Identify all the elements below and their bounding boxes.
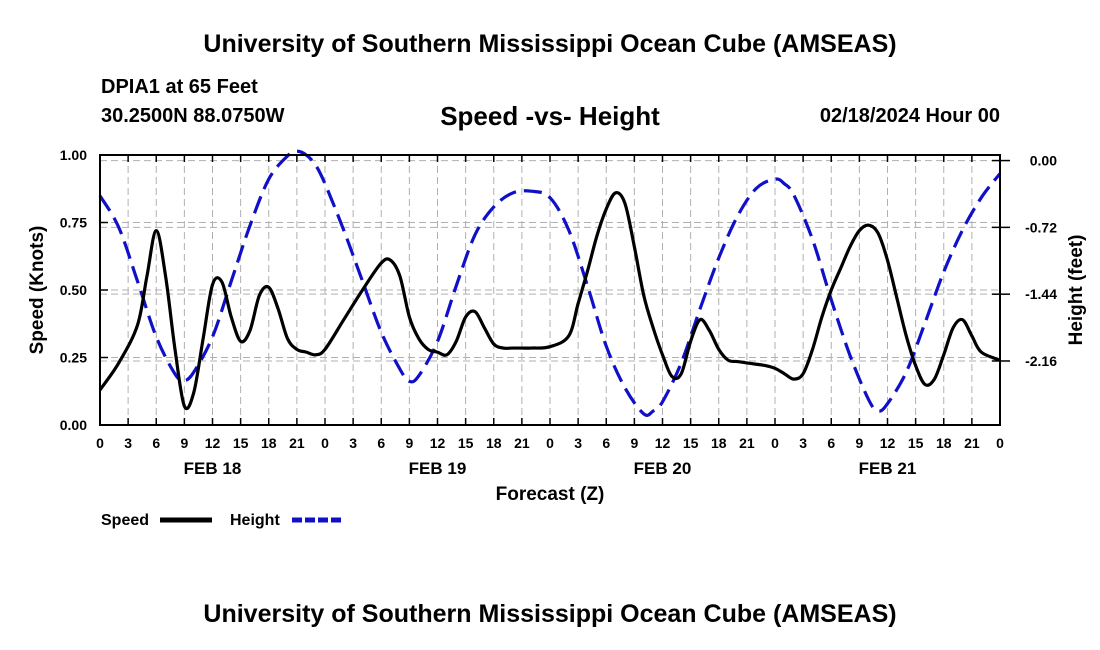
day-label: FEB 19 <box>409 459 467 478</box>
x-tick-label: 18 <box>486 435 502 451</box>
chart-subtitle: Speed -vs- Height <box>440 101 660 131</box>
right-y-axis-ticks: 0.00 -0.72 -1.44 -2.16 <box>992 153 1057 369</box>
right-y-tick-label: -1.44 <box>1025 286 1057 302</box>
day-label: FEB 18 <box>184 459 242 478</box>
x-tick-label: 15 <box>683 435 699 451</box>
x-tick-label: 12 <box>655 435 671 451</box>
right-y-tick-label: -2.16 <box>1025 353 1057 369</box>
x-tick-label: 12 <box>205 435 221 451</box>
x-tick-label: 21 <box>514 435 530 451</box>
x-tick-label: 0 <box>546 435 554 451</box>
left-y-tick-label: 0.25 <box>60 350 87 366</box>
x-tick-label: 15 <box>458 435 474 451</box>
chart-main-title: University of Southern Mississippi Ocean… <box>203 30 897 58</box>
legend-label: Height <box>230 512 280 529</box>
x-tick-label: 18 <box>936 435 952 451</box>
left-y-axis-title: Speed (Knots) <box>27 226 48 355</box>
left-y-axis-ticks: 0.00 0.25 0.50 0.75 1.00 <box>60 147 108 433</box>
x-tick-label: 15 <box>233 435 249 451</box>
station-coordinates: 30.2500N 88.0750W <box>101 105 285 127</box>
forecast-datetime: 02/18/2024 Hour 00 <box>819 105 1000 127</box>
footer-title: University of Southern Mississippi Ocean… <box>203 600 897 628</box>
height-line <box>98 149 1002 417</box>
x-tick-label: 6 <box>602 435 610 451</box>
right-y-tick-label: 0.00 <box>1030 153 1057 169</box>
x-tick-label: 12 <box>880 435 896 451</box>
x-tick-label: 9 <box>405 435 413 451</box>
x-axis-ticks: 0 3 6 9 12 15 18 21 0 3 6 9 12 15 18 21 0 3 6 9 12 15 18 21 0 3 6 9… <box>96 155 1004 451</box>
x-tick-label: 18 <box>711 435 727 451</box>
left-y-tick-label: 0.75 <box>60 215 87 231</box>
speed-series <box>98 191 1001 411</box>
x-tick-label: 9 <box>630 435 638 451</box>
x-tick-label: 6 <box>377 435 385 451</box>
x-tick-label: 0 <box>771 435 779 451</box>
x-tick-label: 9 <box>855 435 863 451</box>
x-tick-label: 6 <box>827 435 835 451</box>
right-y-axis-title: Height (feet) <box>1066 235 1087 346</box>
right-y-tick-label: -0.72 <box>1025 219 1057 235</box>
speed-line <box>98 191 1001 411</box>
station-label: DPIA1 at 65 Feet <box>101 76 258 98</box>
chart-grid <box>100 155 1000 425</box>
x-axis-title: Forecast (Z) <box>496 484 605 505</box>
x-tick-label: 3 <box>574 435 582 451</box>
left-y-tick-label: 0.00 <box>60 417 87 433</box>
chart-legend: Speed Height <box>101 512 344 529</box>
x-tick-label: 0 <box>321 435 329 451</box>
x-tick-label: 3 <box>124 435 132 451</box>
x-tick-label: 21 <box>289 435 305 451</box>
x-tick-label: 12 <box>430 435 446 451</box>
left-y-tick-label: 0.50 <box>60 282 87 298</box>
left-y-tick-label: 1.00 <box>60 147 87 163</box>
x-tick-label: 21 <box>964 435 980 451</box>
x-tick-label: 3 <box>799 435 807 451</box>
x-tick-label: 6 <box>152 435 160 451</box>
day-labels: FEB 18 FEB 19 FEB 20 FEB 21 <box>184 459 917 478</box>
day-label: FEB 21 <box>859 459 917 478</box>
x-tick-label: 15 <box>908 435 924 451</box>
day-label: FEB 20 <box>634 459 692 478</box>
x-tick-label: 0 <box>96 435 104 451</box>
legend-label: Speed <box>101 512 149 529</box>
x-tick-label: 3 <box>349 435 357 451</box>
x-tick-label: 18 <box>261 435 277 451</box>
x-tick-label: 9 <box>180 435 188 451</box>
x-tick-label: 0 <box>996 435 1004 451</box>
height-series <box>98 149 1002 417</box>
x-tick-label: 21 <box>739 435 755 451</box>
